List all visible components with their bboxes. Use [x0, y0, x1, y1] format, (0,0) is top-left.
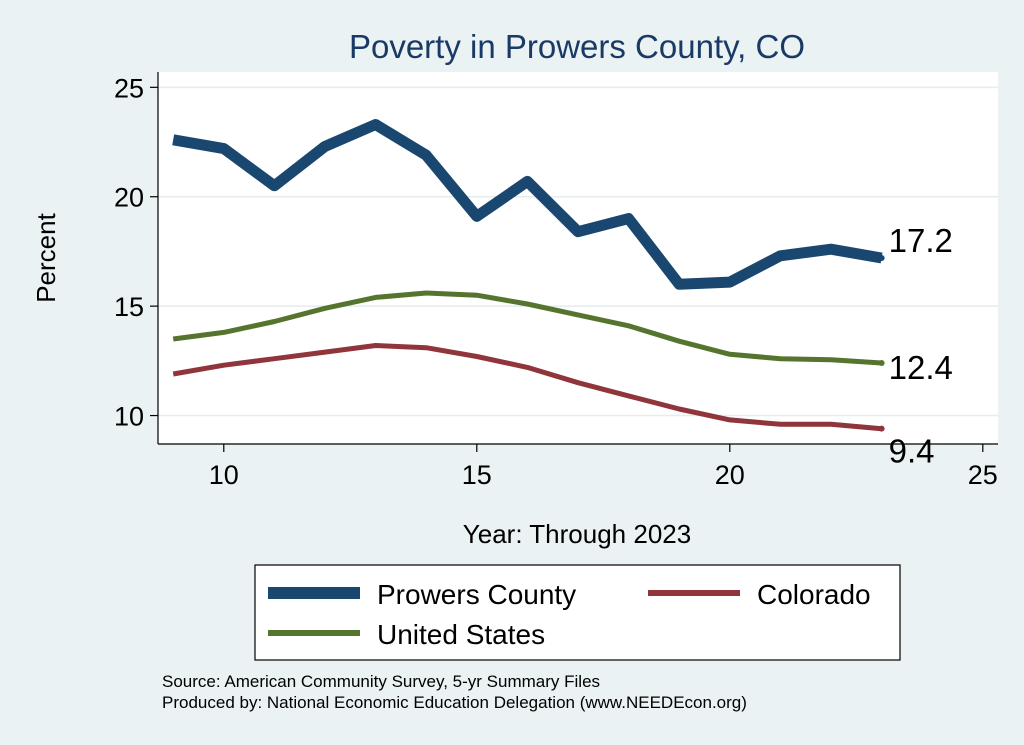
grid-lines: [158, 86, 998, 417]
series-lines: [172, 119, 883, 432]
end-labels: 9.4 12.4 17.2: [878, 222, 953, 470]
x-tick-label: 10: [209, 460, 239, 490]
end-point-united-states: [878, 360, 885, 367]
series-line-united-states: [172, 290, 882, 366]
end-label-united-states: 12.4: [889, 349, 953, 386]
y-axis: 10 15 20 25: [114, 72, 159, 444]
x-tick-label: 15: [462, 460, 492, 490]
source-line: Source: American Community Survey, 5-yr …: [162, 672, 601, 691]
legend-label-prowers: Prowers County: [377, 579, 576, 610]
y-tick-label: 15: [114, 292, 144, 322]
series-line-prowers-county: [172, 119, 883, 290]
end-point-prowers-county: [878, 255, 885, 261]
legend-label-us: United States: [377, 619, 545, 650]
chart-title: Poverty in Prowers County, CO: [349, 28, 805, 65]
y-tick-label: 25: [114, 73, 144, 103]
series-line-colorado: [172, 343, 882, 432]
x-tick-label: 20: [715, 460, 745, 490]
legend: Prowers County Colorado United States: [254, 564, 901, 661]
x-axis: 10 15 20 25: [158, 443, 998, 490]
producer-line: Produced by: National Economic Education…: [162, 693, 747, 712]
end-point-colorado: [878, 425, 885, 432]
legend-label-colorado: Colorado: [757, 579, 871, 610]
x-axis-title: Year: Through 2023: [463, 519, 691, 549]
x-tick-label: 25: [968, 460, 998, 490]
y-axis-title: Percent: [31, 212, 61, 302]
source-note: Source: American Community Survey, 5-yr …: [162, 671, 747, 713]
end-label-colorado: 9.4: [889, 433, 935, 470]
y-tick-label: 20: [114, 183, 144, 213]
y-tick-label: 10: [114, 402, 144, 432]
legend-box: [254, 564, 901, 661]
end-label-prowers-county: 17.2: [889, 222, 953, 259]
